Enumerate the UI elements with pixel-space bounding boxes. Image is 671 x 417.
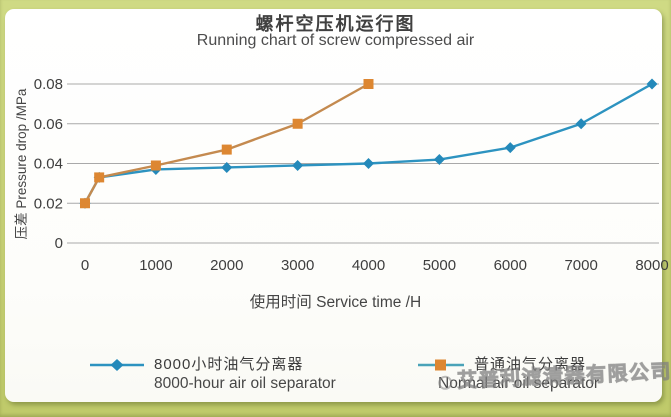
legend-line-square-icon xyxy=(418,359,464,371)
y-axis-label: 压差 Pressure drop /MPa xyxy=(14,88,29,240)
y-tick-label: 0 xyxy=(55,235,63,252)
square-marker-icon xyxy=(80,198,90,209)
legend-line-diamond-icon xyxy=(90,359,144,371)
diamond-marker-icon xyxy=(221,161,233,173)
legend-item-normal-separator: 普通油气分离器 Normal air oil separator xyxy=(416,355,599,393)
chart-title-cn: 螺杆空压机运行图 xyxy=(255,14,416,34)
legend-label-cn: 普通油气分离器 xyxy=(474,356,587,373)
x-tick-label: 3000 xyxy=(281,257,314,274)
x-tick-label: 7000 xyxy=(564,257,597,274)
diamond-marker-icon xyxy=(575,118,587,130)
diamond-marker-icon xyxy=(292,159,304,171)
x-tick-label: 1000 xyxy=(139,257,172,274)
x-tick-label: 4000 xyxy=(352,257,385,274)
legend-labels: 8000小时油气分离器 8000-hour air oil separator xyxy=(154,355,336,393)
y-tick-label: 0.08 xyxy=(34,76,63,93)
diamond-marker-icon xyxy=(646,78,658,90)
diamond-marker-icon xyxy=(110,359,124,371)
square-marker-icon xyxy=(150,160,161,171)
chart-title-en: Running chart of screw compressed air xyxy=(196,32,475,49)
x-tick-label: 8000 xyxy=(635,257,668,274)
diamond-marker-icon xyxy=(363,158,374,169)
legend-item-8000-hour-separator: 8000小时油气分离器 8000-hour air oil separator xyxy=(88,355,336,393)
y-tick-label: 0.04 xyxy=(34,156,63,173)
series-line xyxy=(83,82,370,205)
x-tick-label: 6000 xyxy=(494,257,527,274)
legend-label-en: 8000-hour air oil separator xyxy=(154,375,336,392)
x-tick-label: 5000 xyxy=(423,257,456,274)
x-tick-label: 0 xyxy=(81,257,89,274)
square-marker-icon xyxy=(221,144,232,155)
diamond-marker-icon xyxy=(433,154,445,166)
y-tick-label: 0.02 xyxy=(34,195,63,212)
diamond-marker-icon xyxy=(504,142,516,154)
legend-labels: 普通油气分离器 Normal air oil separator xyxy=(438,355,599,393)
legend-label-cn: 8000小时油气分离器 xyxy=(154,356,304,373)
y-tick-label: 0.06 xyxy=(34,116,63,133)
square-marker-icon xyxy=(292,118,303,129)
legend-label-en: Normal air oil separator xyxy=(438,375,600,392)
square-marker-icon xyxy=(94,172,105,183)
series-line xyxy=(83,82,654,205)
x-axis-label: 使用时间 Service time /H xyxy=(249,294,422,311)
chart-panel xyxy=(5,9,662,402)
x-tick-label: 2000 xyxy=(210,257,243,274)
watermark-logo-icon xyxy=(437,375,453,390)
square-marker-icon xyxy=(435,359,446,371)
square-marker-icon xyxy=(363,79,374,89)
